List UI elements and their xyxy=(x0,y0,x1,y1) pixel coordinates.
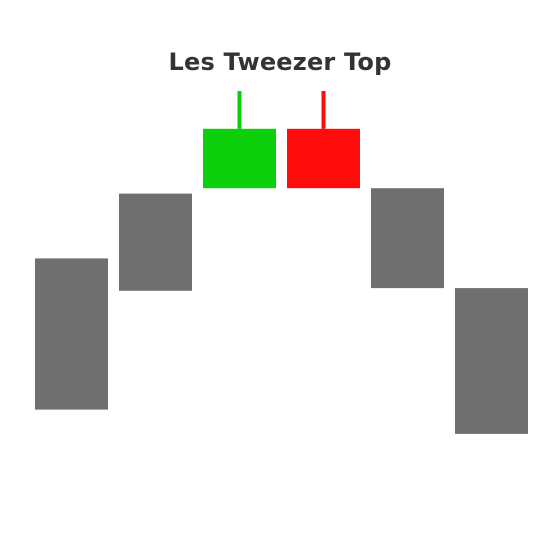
candle-3-upper-wick xyxy=(237,91,242,129)
candle-4-body xyxy=(287,128,360,189)
candle-2-body xyxy=(119,193,192,291)
candle-5-body xyxy=(371,188,444,289)
candle-4-upper-wick xyxy=(321,91,326,129)
candle-3-body xyxy=(203,128,276,189)
candle-1-body xyxy=(35,258,108,410)
chart-title: Les Tweezer Top xyxy=(168,48,392,76)
candle-6-body xyxy=(455,288,528,434)
